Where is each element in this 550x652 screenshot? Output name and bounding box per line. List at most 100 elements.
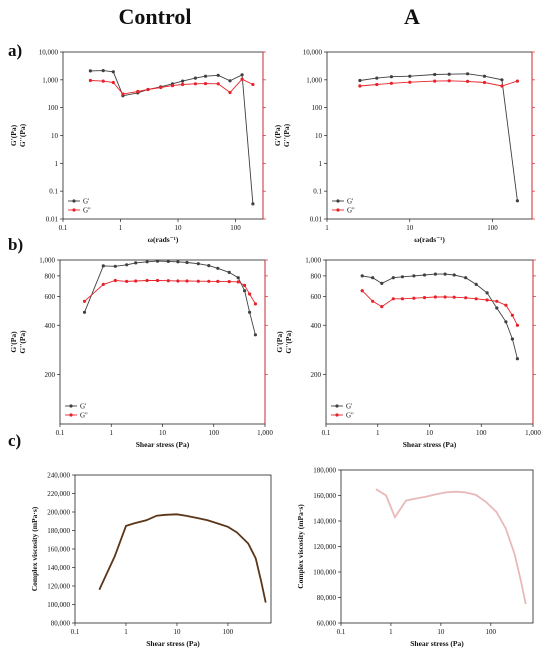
x-tick-label: 10 bbox=[406, 224, 414, 232]
data-point bbox=[185, 260, 189, 265]
y-tick-label: 100,000 bbox=[47, 601, 70, 609]
y-axis-label: G'(Pa) bbox=[275, 331, 284, 353]
data-point bbox=[452, 273, 456, 277]
series-line-viscosity bbox=[98, 513, 267, 603]
legend-label: G' bbox=[83, 198, 89, 206]
data-point bbox=[408, 74, 412, 78]
data-point bbox=[216, 73, 220, 77]
y-tick-label: 0.1 bbox=[49, 188, 58, 196]
data-point bbox=[101, 282, 105, 286]
y-tick-label: 1,000 bbox=[42, 76, 58, 84]
data-point bbox=[474, 282, 478, 286]
series-line-Gp bbox=[359, 73, 518, 201]
x-tick-label: 1 bbox=[119, 224, 123, 232]
x-tick-label: 1 bbox=[124, 628, 128, 636]
y-tick-label: 140,000 bbox=[313, 518, 336, 526]
x-tick-label: 100 bbox=[223, 628, 234, 636]
legend-swatch-marker bbox=[335, 404, 339, 408]
data-point bbox=[515, 199, 520, 203]
data-point bbox=[207, 264, 211, 268]
chart-c-control: 0.1 1 10 100 80,000 100,000 120,000 140,000 160,… bbox=[30, 472, 272, 648]
data-point bbox=[391, 276, 395, 280]
series-line-Gpp bbox=[84, 280, 256, 305]
data-point bbox=[243, 289, 247, 293]
data-point bbox=[253, 302, 257, 306]
y-tick-label: 160,000 bbox=[47, 546, 70, 554]
data-point bbox=[375, 76, 379, 80]
data-point bbox=[485, 291, 489, 295]
y-axis-label-2: G''(Pa) bbox=[282, 123, 291, 147]
data-point bbox=[452, 295, 456, 299]
y-tick-label: 120,000 bbox=[313, 543, 336, 551]
chart-c-A: 0.1 1 10 100 60,000 80,000 100,000 120,000 140,0… bbox=[296, 467, 534, 648]
x-tick-label: 10 bbox=[426, 429, 434, 437]
data-point bbox=[176, 260, 180, 264]
data-point bbox=[185, 279, 189, 283]
data-point bbox=[113, 278, 117, 283]
data-point bbox=[251, 82, 255, 87]
data-point bbox=[500, 78, 504, 82]
data-point bbox=[412, 296, 416, 300]
y-axis-label: G'(Pa) bbox=[9, 124, 18, 146]
y-tick-label: 0.01 bbox=[310, 216, 323, 224]
data-point bbox=[101, 264, 105, 268]
data-point bbox=[380, 281, 384, 285]
y-tick-label: 400 bbox=[45, 322, 56, 330]
data-point bbox=[82, 299, 87, 303]
data-point bbox=[228, 90, 232, 95]
data-point bbox=[166, 279, 170, 283]
data-point bbox=[389, 75, 393, 79]
data-point bbox=[360, 274, 364, 278]
y-tick-label: 80,000 bbox=[317, 594, 337, 602]
data-point bbox=[515, 323, 520, 327]
data-point bbox=[474, 297, 478, 301]
x-tick-label: 0.1 bbox=[59, 224, 68, 232]
y-tick-label: 800 bbox=[311, 272, 322, 280]
y-tick-label: 1 bbox=[319, 160, 323, 168]
chart-a-A: 1 10 100 0.01 0.1 1 10 100 1,000 10,000 ω(rads⁻¹) G… bbox=[273, 49, 535, 244]
data-point bbox=[485, 298, 489, 302]
y-tick-label: 100 bbox=[48, 104, 59, 112]
data-point bbox=[193, 76, 197, 80]
y-tick-label: 0.1 bbox=[313, 188, 322, 196]
data-point bbox=[176, 279, 180, 283]
y-tick-label: 100 bbox=[312, 104, 323, 112]
data-point bbox=[170, 84, 175, 88]
x-tick-label: 1,000 bbox=[257, 429, 273, 437]
data-point bbox=[145, 260, 149, 264]
data-point bbox=[196, 262, 200, 266]
y-tick-label: 220,000 bbox=[47, 490, 70, 498]
data-point bbox=[375, 82, 379, 87]
series-line-Gpp bbox=[359, 80, 518, 87]
data-point bbox=[181, 82, 185, 87]
x-axis-label: ω(rads⁻¹) bbox=[148, 235, 179, 244]
data-point bbox=[136, 89, 140, 94]
data-point bbox=[422, 296, 427, 300]
plot-frame-a-A bbox=[326, 51, 533, 220]
data-point bbox=[240, 77, 244, 81]
x-axis-label: Shear stress (Pa) bbox=[410, 639, 464, 648]
y-tick-label: 0.01 bbox=[46, 216, 59, 224]
data-point bbox=[125, 263, 129, 267]
legend-label: G'' bbox=[80, 412, 88, 420]
y-axis-label: G'(Pa) bbox=[9, 331, 18, 353]
data-point bbox=[412, 274, 416, 278]
legend-swatch-marker bbox=[335, 413, 339, 417]
series-line-Gp bbox=[90, 70, 254, 204]
y-tick-label: 800 bbox=[45, 272, 56, 280]
x-tick-label: 10 bbox=[159, 429, 167, 437]
x-axis-label: Shear stress (Pa) bbox=[403, 440, 457, 449]
data-point bbox=[358, 84, 362, 88]
legend-label: G' bbox=[80, 403, 86, 411]
data-point bbox=[196, 279, 200, 283]
x-tick-label: 100 bbox=[487, 224, 498, 232]
data-point bbox=[464, 276, 468, 280]
data-point bbox=[400, 297, 404, 301]
data-point bbox=[482, 80, 487, 85]
data-point bbox=[111, 80, 115, 85]
x-tick-label: 0.1 bbox=[337, 628, 346, 636]
y-tick-label: 60,000 bbox=[317, 620, 337, 628]
plot-frame-c-control bbox=[74, 474, 272, 624]
legend-swatch-marker bbox=[336, 199, 340, 203]
